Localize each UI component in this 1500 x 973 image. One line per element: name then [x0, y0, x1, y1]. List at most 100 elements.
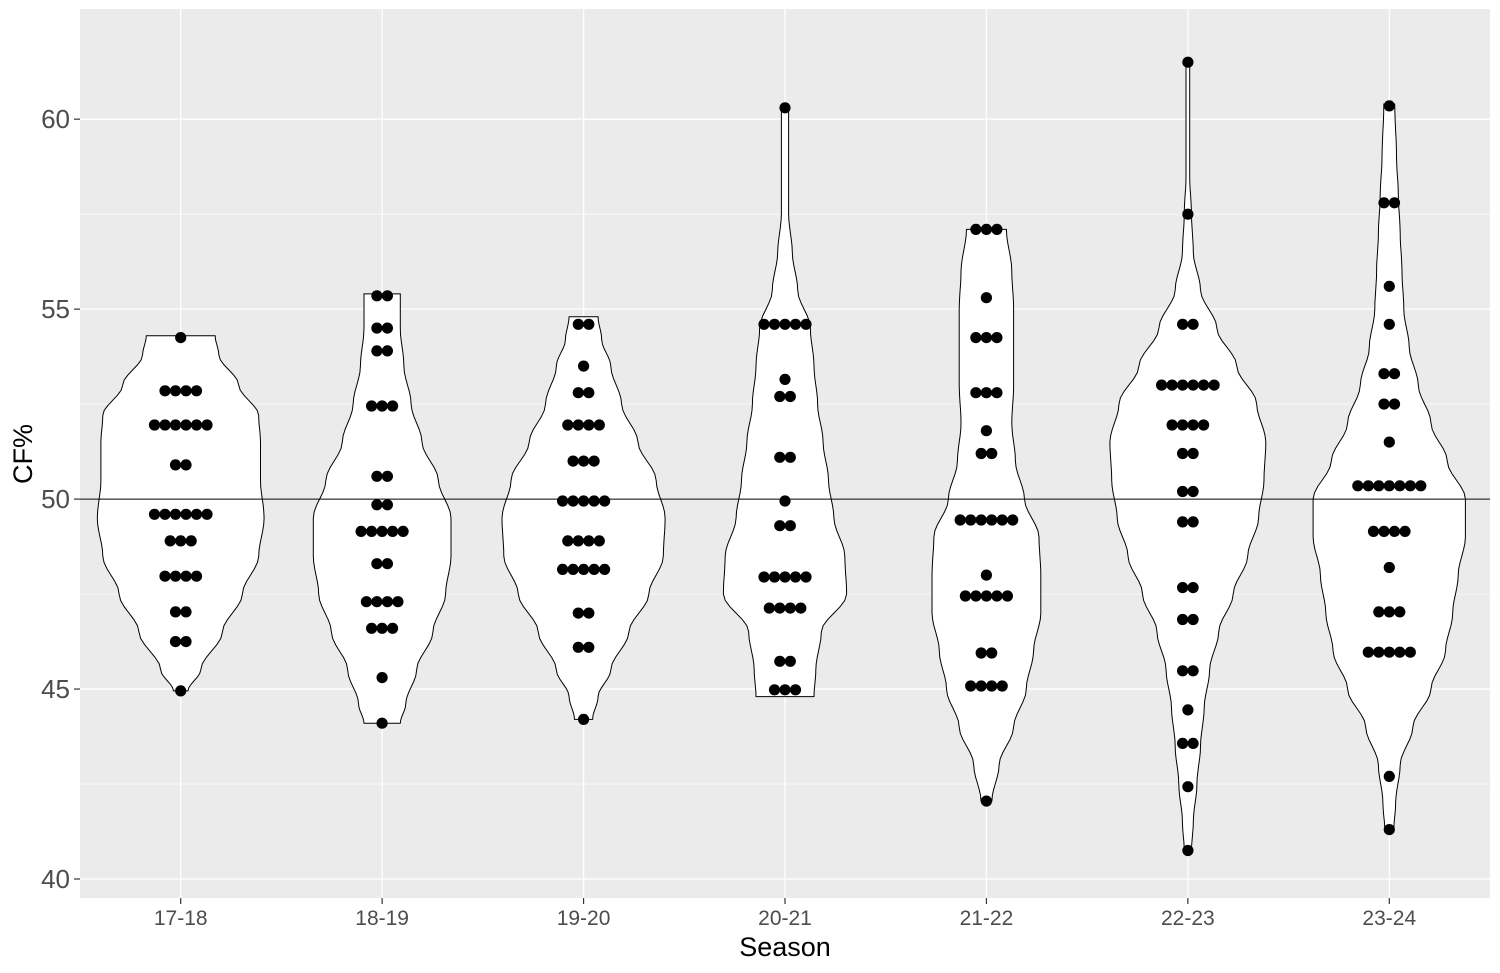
x-tick-label: 23-24	[1362, 907, 1416, 930]
data-point	[578, 360, 590, 372]
data-point	[970, 387, 982, 399]
data-point	[980, 569, 993, 581]
data-point	[1187, 447, 1199, 460]
data-point	[1404, 480, 1416, 492]
data-point	[1373, 480, 1385, 492]
data-point	[1378, 197, 1390, 209]
data-point	[371, 596, 383, 608]
data-point	[381, 470, 393, 482]
data-point	[1187, 485, 1199, 498]
data-point	[980, 425, 993, 437]
data-point	[1383, 770, 1395, 783]
data-point	[1394, 646, 1406, 658]
data-point	[578, 495, 590, 507]
data-point	[795, 602, 807, 614]
violin-18-19	[312, 293, 452, 724]
data-point	[768, 684, 781, 696]
data-point	[1187, 379, 1199, 391]
data-point	[784, 390, 796, 403]
data-point	[779, 571, 791, 583]
data-point	[159, 419, 171, 431]
data-point	[1198, 379, 1210, 391]
data-point	[1187, 613, 1199, 626]
y-tick-label: 40	[41, 864, 70, 894]
y-axis-title: CF%	[8, 424, 38, 484]
data-point	[583, 641, 595, 653]
data-point	[986, 647, 998, 659]
data-point	[578, 713, 590, 726]
data-point	[1182, 704, 1194, 716]
data-point	[376, 672, 388, 684]
data-point	[779, 102, 791, 114]
data-point	[387, 622, 399, 634]
data-point	[991, 223, 1003, 235]
data-point	[1177, 485, 1189, 498]
data-point	[360, 596, 372, 608]
data-point	[789, 571, 802, 583]
data-point	[1001, 590, 1014, 602]
data-point	[381, 290, 393, 302]
data-point	[1177, 613, 1189, 626]
data-point	[1007, 514, 1019, 526]
data-point	[376, 717, 388, 729]
data-point	[975, 680, 987, 692]
data-point	[148, 508, 161, 520]
data-point	[1177, 516, 1189, 528]
data-point	[975, 514, 987, 526]
data-point	[965, 514, 977, 526]
data-point	[1187, 665, 1199, 677]
data-point	[1383, 606, 1395, 618]
data-point	[980, 292, 993, 304]
data-point	[366, 525, 378, 538]
data-point	[583, 387, 595, 399]
data-point	[1378, 368, 1390, 380]
data-point	[1378, 398, 1390, 410]
x-tick-label: 22-23	[1161, 907, 1215, 930]
data-point	[758, 571, 770, 583]
data-point	[180, 459, 192, 471]
data-point	[175, 685, 187, 697]
data-point	[1373, 606, 1385, 618]
data-point	[996, 680, 1008, 692]
data-point	[1388, 368, 1401, 380]
data-point	[371, 470, 383, 482]
data-point	[1187, 419, 1199, 431]
data-point	[1388, 398, 1401, 410]
data-point	[970, 332, 982, 344]
data-point	[980, 795, 993, 807]
data-point	[784, 451, 796, 463]
data-point	[1177, 737, 1189, 750]
data-point	[381, 499, 393, 511]
data-point	[599, 563, 611, 576]
data-point	[980, 223, 993, 235]
data-point	[980, 387, 993, 399]
data-point	[180, 508, 192, 520]
data-point	[371, 345, 383, 357]
data-point	[1166, 419, 1178, 431]
data-point	[392, 596, 404, 608]
data-point	[1352, 480, 1364, 492]
y-tick-label: 60	[41, 104, 70, 134]
x-tick-label: 21-22	[960, 907, 1014, 930]
data-point	[1399, 525, 1411, 538]
x-tick-label: 19-20	[557, 907, 611, 930]
data-point	[1394, 606, 1406, 618]
data-point	[1383, 280, 1395, 292]
data-point	[572, 318, 584, 330]
data-point	[572, 641, 584, 653]
data-point	[970, 223, 982, 235]
data-point	[1383, 436, 1395, 448]
data-point	[366, 622, 378, 634]
data-point	[980, 590, 993, 602]
data-point	[180, 636, 192, 648]
data-point	[763, 602, 775, 614]
data-point	[975, 647, 987, 659]
data-point	[1383, 100, 1395, 112]
data-point	[1404, 646, 1416, 658]
data-point	[970, 590, 982, 602]
data-point	[562, 419, 574, 431]
data-point	[774, 520, 786, 532]
data-point	[774, 602, 786, 614]
data-point	[1177, 447, 1189, 460]
